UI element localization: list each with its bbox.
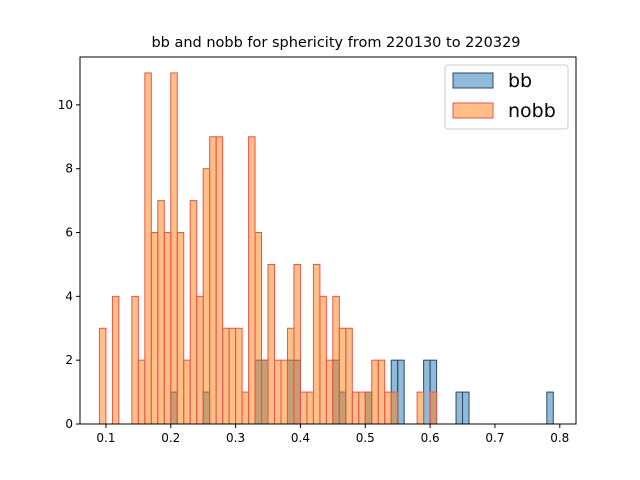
nobb-bar [228,327,237,425]
nobb-bar [189,200,198,425]
legend: bb nobb [444,64,569,130]
y-tick-label: 10 [58,98,73,112]
nobb-bar [429,391,438,425]
y-tick-label: 4 [65,289,73,303]
x-tick-label: 0.8 [550,431,569,445]
nobb-bar [364,391,373,425]
nobb-bar [319,295,327,425]
nobb-bar [377,359,386,425]
x-tick-label: 0.3 [226,431,245,445]
nobb-bar [137,359,146,425]
nobb-bar [176,232,185,425]
nobb-bar [248,136,256,425]
nobb-bar [358,391,366,425]
bb-bar [462,391,470,425]
nobb-bar [222,327,230,425]
y-tick-label: 2 [65,353,73,367]
nobb-bar [183,359,191,425]
nobb-bar [325,359,334,425]
nobb-bar [150,232,159,425]
nobb-bar [209,136,217,425]
x-tick-label: 0.5 [356,431,375,445]
x-tick-label: 0.6 [421,431,440,445]
nobb-bar [345,327,353,425]
axes-layer: 0.1 0.2 0.3 0.4 0.5 0.6 0.7 0.8 0 2 4 6 8 10 [58,56,577,445]
nobb-bar [163,232,172,425]
series-nobb [98,72,438,425]
nobb-bar [144,72,152,425]
bb-bar [546,391,554,425]
nobb-bar [131,295,139,425]
nobb-bar [332,295,340,425]
nobb-bar [286,327,295,425]
nobb-bar [241,391,250,425]
nobb-bar [267,263,276,425]
x-tick-label: 0.1 [96,431,115,445]
nobb-bar [312,263,321,425]
nobb-bar [280,359,288,425]
nobb-bar [338,327,347,425]
legend-label-bb: bb [508,70,532,92]
plot-frame [79,56,577,425]
bb-bar [397,359,405,425]
nobb-bar [416,391,425,425]
nobb-bar [274,359,282,425]
legend-swatch-bb [452,72,494,89]
nobb-bar [384,391,392,425]
nobb-bar [235,327,243,425]
x-tick-label: 0.4 [291,431,310,445]
bb-bar [455,391,464,425]
bb-bar [423,359,431,425]
nobb-bar [98,327,107,425]
legend-label-nobb: nobb [508,100,556,122]
nobb-bar [299,391,308,425]
chart-title: bb and nobb for sphericity from 220130 t… [151,35,520,51]
y-tick-label: 0 [65,417,73,431]
nobb-bar [111,295,120,425]
nobb-bar [254,232,263,425]
bars-layer [98,72,554,425]
nobb-bar [196,295,204,425]
nobb-bar [261,359,269,425]
legend-swatch-nobb [452,102,494,119]
nobb-bar [306,391,314,425]
nobb-bar [390,391,399,425]
nobb-bar [351,391,360,425]
nobb-bar [170,72,178,425]
nobb-bar [293,263,301,425]
y-tick-label: 8 [65,162,73,176]
nobb-bar [215,136,224,425]
y-tick-label: 6 [65,226,73,240]
x-tick-label: 0.7 [485,431,504,445]
nobb-bar [371,359,379,425]
x-tick-label: 0.2 [161,431,180,445]
nobb-bar [202,168,211,425]
nobb-bar [157,200,165,425]
